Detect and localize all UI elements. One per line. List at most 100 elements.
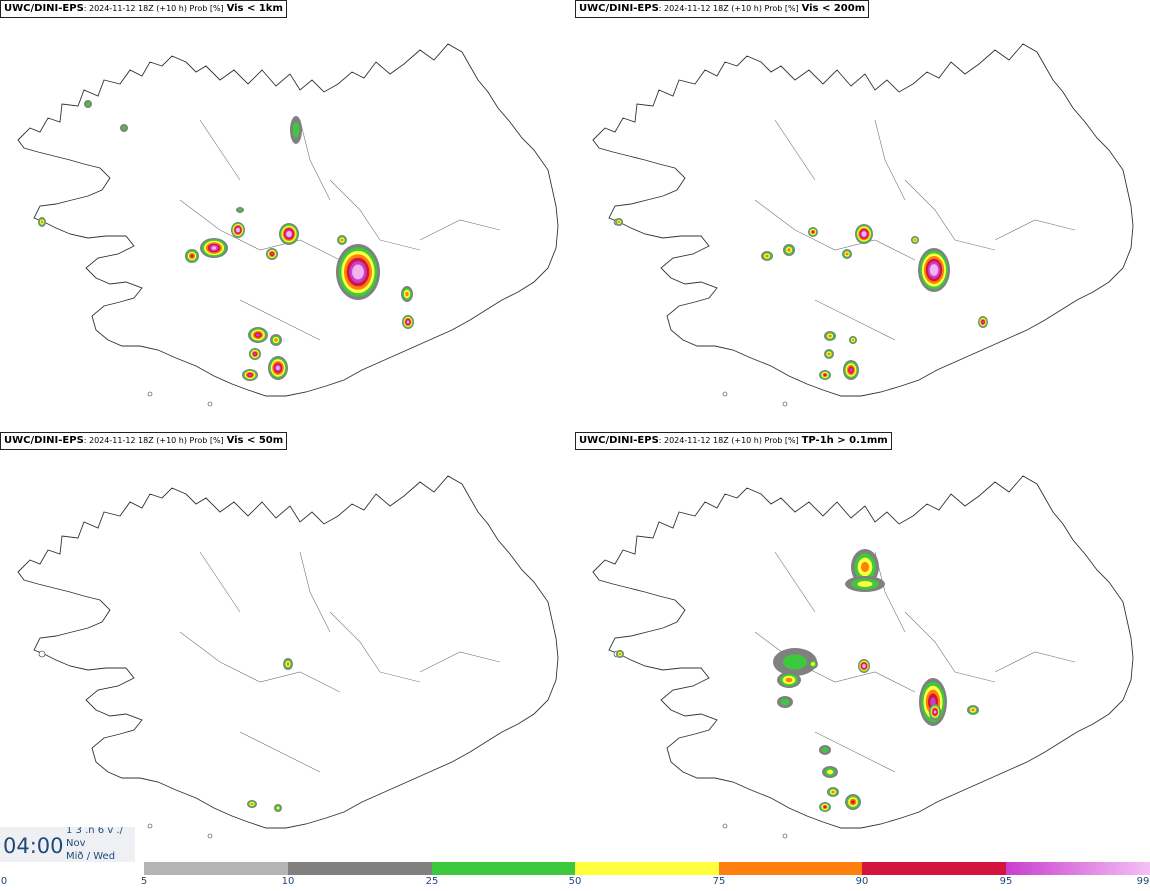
probability-contour bbox=[274, 338, 278, 342]
probability-contour bbox=[857, 581, 873, 587]
probability-contour bbox=[780, 698, 790, 706]
valid-time: 04:00 bbox=[3, 834, 64, 858]
probability-contour bbox=[617, 220, 621, 224]
probability-contour bbox=[354, 267, 362, 277]
probability-contour bbox=[276, 806, 280, 810]
probability-contour bbox=[851, 800, 855, 804]
island bbox=[147, 823, 153, 829]
region-border bbox=[774, 119, 816, 181]
probability-contour bbox=[823, 373, 827, 377]
probability-contour bbox=[292, 122, 300, 138]
iceland-map bbox=[592, 475, 1134, 839]
region-border bbox=[994, 219, 1076, 241]
probability-contour bbox=[827, 769, 833, 775]
probability-contour bbox=[849, 368, 853, 372]
legend-tick: 5 bbox=[140, 876, 148, 887]
region-border bbox=[419, 219, 501, 241]
panel-title: UWC/DINI-EPS: 2024-11-12 18Z (+10 h) Pro… bbox=[575, 432, 892, 450]
region-border bbox=[179, 199, 341, 261]
legend-tick: 99 bbox=[1136, 876, 1150, 887]
probability-contour bbox=[851, 338, 855, 342]
probability-contour bbox=[287, 232, 291, 236]
region-border bbox=[814, 299, 896, 341]
region-border bbox=[904, 179, 996, 251]
probability-contour bbox=[913, 238, 917, 242]
region-border bbox=[754, 199, 916, 261]
date-line-2: Nov bbox=[66, 838, 86, 849]
region-border bbox=[239, 299, 321, 341]
probability-contour bbox=[40, 220, 44, 224]
probability-contour bbox=[121, 125, 127, 131]
legend-bar-3 bbox=[432, 862, 575, 875]
probability-contour bbox=[971, 708, 975, 712]
legend-bar-4 bbox=[575, 862, 719, 875]
probability-contour bbox=[407, 320, 409, 324]
island bbox=[722, 391, 728, 397]
probability-contour bbox=[863, 665, 865, 667]
region-border bbox=[874, 119, 906, 201]
coastline bbox=[592, 475, 1134, 829]
map-panel-precip: UWC/DINI-EPS: 2024-11-12 18Z (+10 h) Pro… bbox=[575, 432, 1150, 864]
island bbox=[38, 650, 46, 658]
region-border bbox=[179, 631, 341, 693]
region-border bbox=[239, 731, 321, 773]
legend-bar-1 bbox=[144, 862, 288, 875]
probability-contour bbox=[821, 747, 829, 753]
probability-legend: 0 5 10 25 50 75 90 95 99 bbox=[0, 862, 1150, 891]
region-border bbox=[994, 651, 1076, 673]
probability-contour bbox=[237, 208, 243, 212]
probability-contour bbox=[861, 561, 869, 573]
legend-tick: 25 bbox=[425, 876, 439, 887]
probability-contour bbox=[787, 248, 791, 252]
probability-contour bbox=[845, 252, 849, 256]
region-border bbox=[199, 119, 241, 181]
probability-contour bbox=[618, 652, 622, 656]
probability-contour bbox=[934, 710, 936, 714]
iceland-map bbox=[17, 43, 559, 407]
probability-contour bbox=[248, 373, 252, 377]
region-border bbox=[299, 551, 331, 633]
island bbox=[147, 391, 153, 397]
region-border bbox=[199, 551, 241, 613]
legend-bar-6 bbox=[862, 862, 1006, 875]
probability-contour bbox=[190, 254, 194, 258]
panel-title: UWC/DINI-EPS: 2024-11-12 18Z (+10 h) Pro… bbox=[0, 432, 288, 450]
probability-contour bbox=[237, 228, 239, 232]
probability-contour bbox=[982, 320, 984, 324]
coastline bbox=[17, 475, 559, 829]
probability-contour bbox=[831, 790, 835, 794]
valid-time-box: 04:00 1 3 .n 6 v ./ Nov Mið / Wed bbox=[0, 827, 135, 863]
island bbox=[207, 833, 213, 839]
map-panel-vis-50m: UWC/DINI-EPS: 2024-11-12 18Z (+10 h) Pro… bbox=[0, 432, 575, 864]
probability-contour bbox=[340, 238, 344, 242]
probability-contour bbox=[270, 252, 274, 256]
map-panel-vis-200m: UWC/DINI-EPS: 2024-11-12 18Z (+10 h) Pro… bbox=[575, 0, 1150, 432]
probability-contour bbox=[785, 677, 793, 683]
region-border bbox=[329, 611, 421, 683]
probability-contour bbox=[811, 662, 815, 666]
legend-bar-2 bbox=[288, 862, 432, 875]
legend-tick: 90 bbox=[855, 876, 869, 887]
island bbox=[782, 833, 788, 839]
probability-contour bbox=[286, 662, 290, 666]
region-border bbox=[329, 179, 421, 251]
date-line-1: 1 3 .n 6 v ./ bbox=[66, 827, 123, 836]
coastline bbox=[17, 43, 559, 397]
island bbox=[722, 823, 728, 829]
legend-bar-5 bbox=[719, 862, 862, 875]
probability-contour bbox=[85, 101, 91, 107]
probability-contour bbox=[765, 254, 769, 258]
region-border bbox=[814, 731, 896, 773]
probability-contour bbox=[783, 654, 807, 670]
iceland-map bbox=[592, 43, 1134, 407]
legend-tick: 95 bbox=[999, 876, 1013, 887]
island bbox=[207, 401, 213, 407]
legend-tick: 75 bbox=[712, 876, 726, 887]
legend-tick: 10 bbox=[281, 876, 295, 887]
legend-bar-0 bbox=[0, 862, 144, 875]
probability-contour bbox=[253, 352, 257, 356]
region-border bbox=[774, 551, 816, 613]
probability-contour bbox=[828, 334, 832, 338]
probability-contour bbox=[276, 366, 280, 370]
map-panel-vis-1km: UWC/DINI-EPS: 2024-11-12 18Z (+10 h) Pro… bbox=[0, 0, 575, 432]
